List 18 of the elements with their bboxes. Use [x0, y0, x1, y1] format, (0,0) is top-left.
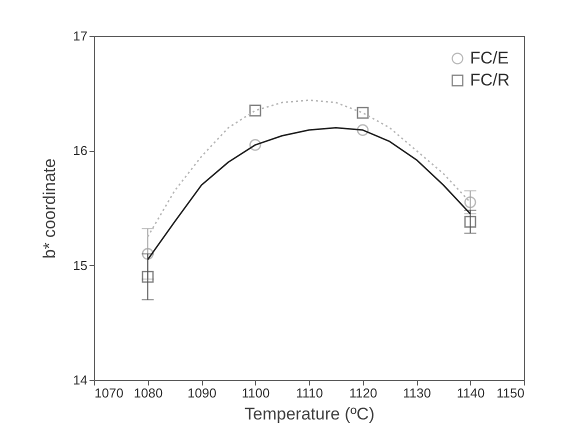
x-tick-label: 1110	[296, 386, 323, 400]
x-tick-label: 1140	[456, 386, 485, 400]
y-tick-label: 14	[73, 372, 88, 388]
x-tick-label: 1090	[188, 386, 216, 400]
y-tick-label: 17	[73, 28, 88, 44]
y-tick-label: 16	[73, 143, 88, 158]
legend-label: FC/E	[470, 48, 509, 68]
x-tick-label: 1120	[349, 386, 378, 400]
x-tick-label: 1100	[242, 386, 270, 400]
x-tick-label: 1130	[403, 386, 431, 400]
x-tick-label: 1070	[94, 386, 124, 400]
x-axis-title: Temperature (ºC)	[244, 404, 374, 424]
line-series	[147, 99, 471, 238]
y-tick-label: 15	[73, 258, 88, 273]
y-axis-title: b* coordinate	[40, 158, 60, 259]
x-tick-label: 1080	[134, 386, 163, 400]
x-tick-label: 1150	[496, 386, 524, 400]
legend-label: FC/R	[470, 70, 510, 90]
